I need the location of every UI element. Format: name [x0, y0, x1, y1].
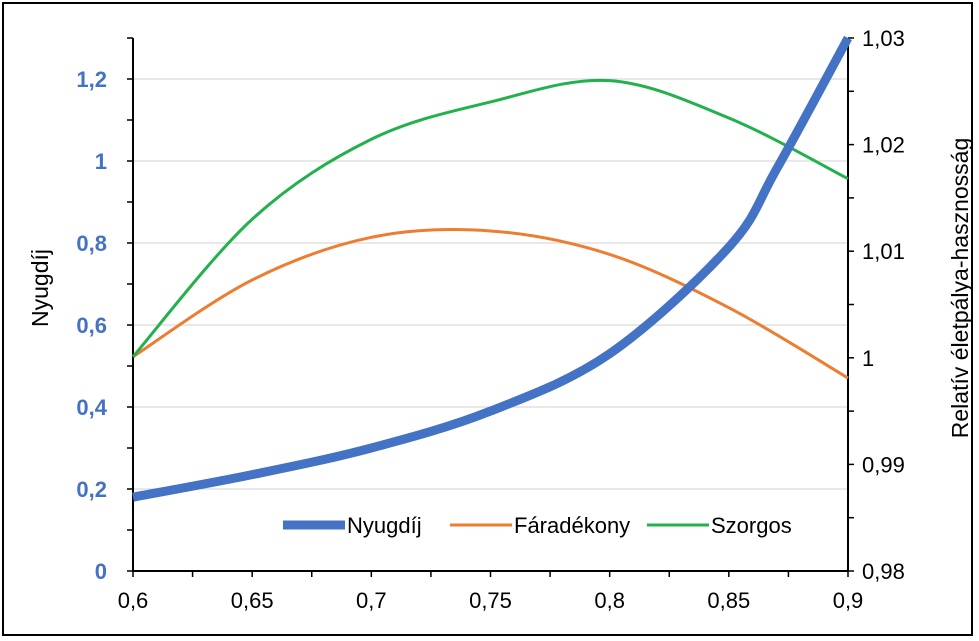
series-lines [131, 35, 852, 502]
y2-tick-label: 1,01 [862, 239, 905, 264]
x-tick-label: 0,9 [833, 588, 864, 613]
x-tick-label: 0,85 [707, 588, 750, 613]
y2-axis-title: Relatív életpálya-hasznosság [947, 138, 973, 438]
tick-labels: 0 0,2 0,4 0,6 0,8 1 1,2 0,98 0,99 1 1,01 1,02 1,03 0,… [76, 26, 904, 613]
y-axis-title: Nyugdíj [27, 249, 53, 327]
y2-tick-label: 0,98 [862, 559, 905, 584]
legend: Nyugdíj Fáradékony Szorgos [275, 505, 830, 547]
y-tick-label: 0,4 [76, 395, 107, 420]
legend-label: Nyugdíj [347, 513, 422, 538]
y2-tick-label: 0,99 [862, 452, 905, 477]
x-tick-label: 0,7 [356, 588, 387, 613]
y2-tick-label: 1 [862, 346, 874, 371]
y-tick-label: 0,2 [76, 477, 107, 502]
y-tick-label: 1 [95, 149, 107, 174]
y-tick-label: 0 [95, 559, 107, 584]
y-tick-label: 0,6 [76, 313, 107, 338]
series-line-nyugdíj [132, 35, 852, 502]
x-tick-label: 0,75 [469, 588, 512, 613]
legend-background [275, 505, 830, 547]
gridlines [133, 78, 848, 490]
y-tick-label: 0,8 [76, 231, 107, 256]
series-line-fáradékony [132, 228, 849, 380]
legend-label: Fáradékony [514, 513, 630, 538]
y2-tick-label: 1,03 [862, 26, 905, 51]
series-line-szorgos [131, 78, 849, 358]
x-tick-label: 0,6 [118, 588, 149, 613]
x-tick-label: 0,65 [231, 588, 274, 613]
y-tick-label: 1,2 [76, 67, 107, 92]
legend-label: Szorgos [711, 513, 792, 538]
x-tick-label: 0,8 [594, 588, 625, 613]
axes [127, 37, 854, 577]
y2-tick-label: 1,02 [862, 133, 905, 158]
